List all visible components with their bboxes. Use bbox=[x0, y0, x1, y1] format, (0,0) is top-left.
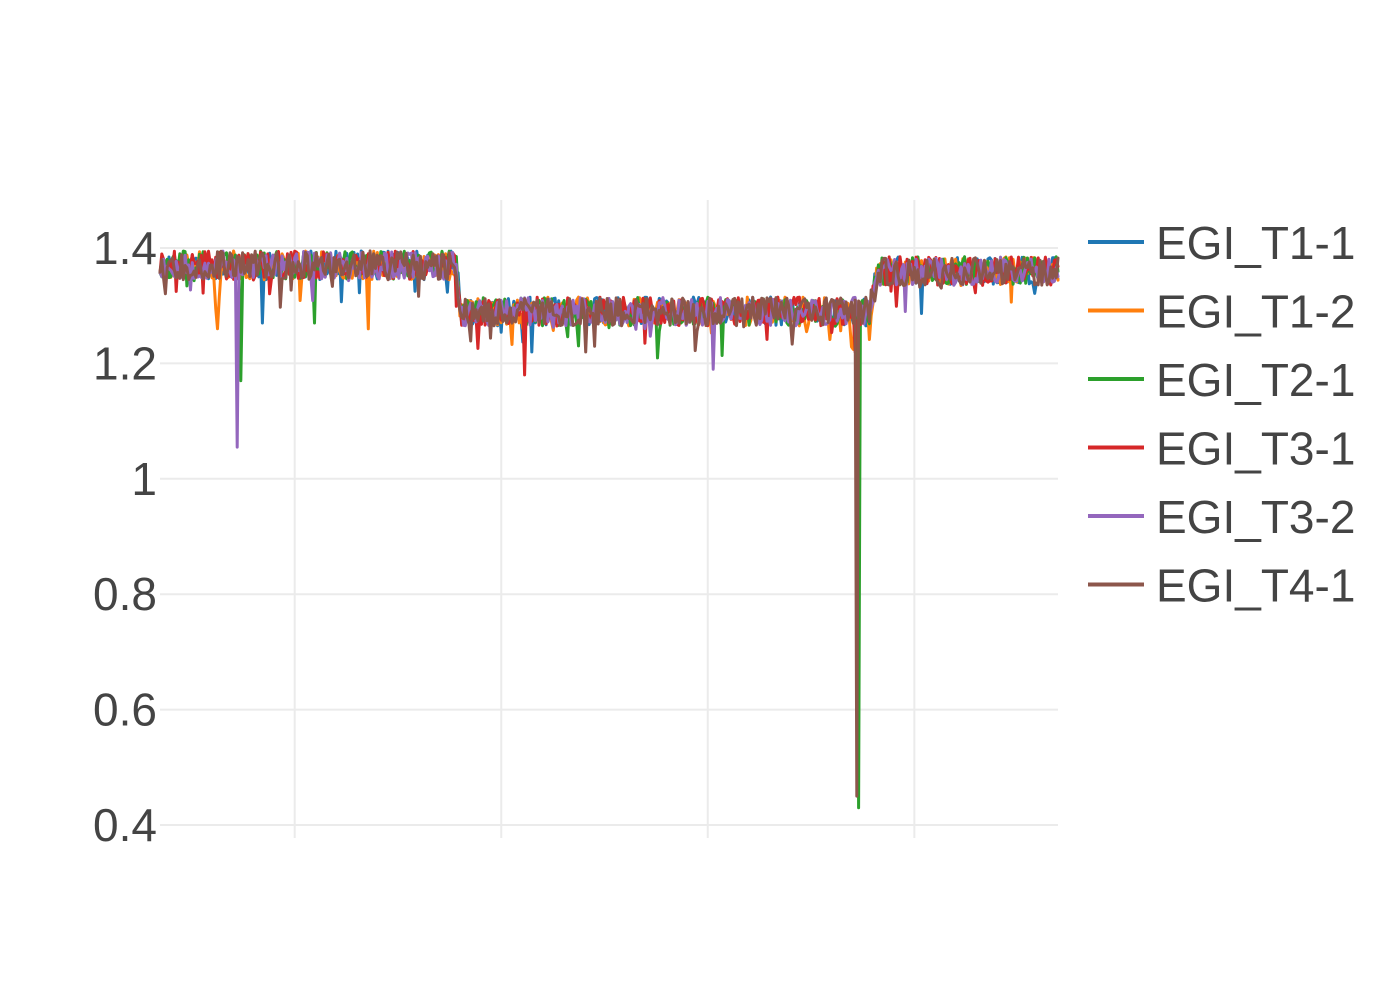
series-lines bbox=[158, 249, 1060, 810]
legend-label: EGI_T1-2 bbox=[1156, 286, 1355, 338]
legend-item: EGI_T2-1 bbox=[1088, 354, 1355, 406]
legend-label: EGI_T4-1 bbox=[1156, 560, 1355, 612]
legend-label: EGI_T3-1 bbox=[1156, 423, 1355, 475]
legend-item: EGI_T3-1 bbox=[1088, 423, 1355, 475]
y-tick-label: 0.6 bbox=[93, 684, 157, 736]
y-axis: 0.4 0.6 0.8 1 1.2 1.4 bbox=[93, 222, 157, 851]
y-tick-label: 1.4 bbox=[93, 222, 157, 274]
legend-label: EGI_T1-1 bbox=[1156, 217, 1355, 269]
y-tick-label: 1.2 bbox=[93, 337, 157, 389]
legend: EGI_T1-1 EGI_T1-2 EGI_T2-1 EGI_T3-1 EGI_T3-2… bbox=[1088, 217, 1355, 612]
legend-item: EGI_T1-2 bbox=[1088, 286, 1355, 338]
series-line-egi-t4-1 bbox=[158, 249, 1060, 798]
legend-item: EGI_T3-2 bbox=[1088, 491, 1355, 543]
y-tick-label: 0.8 bbox=[93, 568, 157, 620]
y-tick-label: 0.4 bbox=[93, 799, 157, 851]
legend-label: EGI_T3-2 bbox=[1156, 491, 1355, 543]
x-gridlines bbox=[293, 200, 916, 838]
legend-item: EGI_T4-1 bbox=[1088, 560, 1355, 612]
y-gridlines bbox=[160, 247, 1058, 826]
y-tick-label: 1 bbox=[131, 453, 157, 505]
legend-item: EGI_T1-1 bbox=[1088, 217, 1355, 269]
legend-label: EGI_T2-1 bbox=[1156, 354, 1355, 406]
